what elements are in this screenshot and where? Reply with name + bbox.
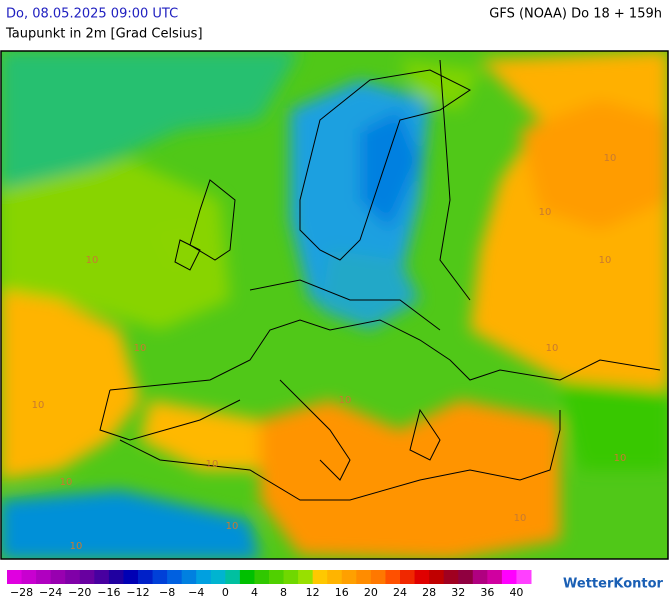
legend-tick-label: 12 xyxy=(306,586,320,599)
legend-swatch xyxy=(21,570,37,584)
contour-label: 10 xyxy=(86,255,99,266)
legend-swatch xyxy=(312,570,328,584)
coastlines xyxy=(99,59,661,501)
legend-swatch xyxy=(239,570,255,584)
contour-labels: 10 10 10 10 10 10 10 10 10 10 10 10 10 10 xyxy=(32,153,627,552)
legend-swatch xyxy=(501,570,517,584)
legend-tick-label: 20 xyxy=(364,586,378,599)
legend-swatch xyxy=(429,570,445,584)
legend-swatch xyxy=(516,570,532,584)
contour-label: 10 xyxy=(604,153,617,164)
legend-swatch xyxy=(385,570,401,584)
contour-label: 10 xyxy=(70,541,83,552)
legend-tick-label: 40 xyxy=(509,586,523,599)
legend-swatch xyxy=(7,570,23,584)
legend-swatch xyxy=(65,570,81,584)
legend-swatch xyxy=(108,570,124,584)
contour-label: 10 xyxy=(60,477,73,488)
legend-swatch xyxy=(472,570,488,584)
contour-label: 10 xyxy=(539,207,552,218)
legend-swatch xyxy=(36,570,52,584)
legend-tick-label: −20 xyxy=(68,586,91,599)
logo: WetterKontor xyxy=(563,577,664,592)
legend-tick-label: −12 xyxy=(126,586,149,599)
legend-swatch xyxy=(181,570,197,584)
legend-tick-label: −16 xyxy=(97,586,120,599)
legend-swatch xyxy=(269,570,285,584)
legend-swatch xyxy=(370,570,386,584)
legend-swatch xyxy=(414,570,430,584)
legend-tick-label: −8 xyxy=(159,586,175,599)
contour-label: 10 xyxy=(599,255,612,266)
legend-swatch xyxy=(50,570,66,584)
variable-title: Taupunkt in 2m [Grad Celsius] xyxy=(5,27,203,42)
legend-tick-label: 24 xyxy=(393,586,407,599)
legend-swatch xyxy=(123,570,139,584)
legend-swatch xyxy=(196,570,212,584)
contour-label: 10 xyxy=(339,395,352,406)
legend-swatch xyxy=(400,570,416,584)
legend-swatch xyxy=(341,570,357,584)
legend-swatch xyxy=(167,570,183,584)
map-field: 10 10 10 10 10 10 10 10 10 10 10 10 10 10 xyxy=(1,51,668,559)
legend-swatch xyxy=(225,570,241,584)
contour-label: 10 xyxy=(514,513,527,524)
contour-label: 10 xyxy=(226,521,239,532)
map-frame xyxy=(0,50,669,560)
legend-swatch xyxy=(443,570,459,584)
legend-swatch xyxy=(138,570,154,584)
legend-swatch xyxy=(94,570,110,584)
legend-swatch xyxy=(79,570,95,584)
legend-swatch xyxy=(254,570,270,584)
legend-swatch xyxy=(458,570,474,584)
legend-tick-label: 16 xyxy=(335,586,349,599)
legend-tick-label: −4 xyxy=(188,586,204,599)
legend-swatch xyxy=(283,570,299,584)
legend-tick-label: 0 xyxy=(222,586,229,599)
legend-swatch xyxy=(356,570,372,584)
color-legend: −28 −24 −20 −16 −12 −8 −4 0 4 8 12 16 20 24 28 32 36 40 xyxy=(7,570,532,599)
legend-tick-label: 36 xyxy=(480,586,494,599)
legend-swatch xyxy=(152,570,168,584)
legend-tick-label: −24 xyxy=(39,586,62,599)
contour-label: 10 xyxy=(206,459,219,470)
legend-swatch xyxy=(210,570,226,584)
date-title: Do, 08.05.2025 09:00 UTC xyxy=(6,7,178,22)
model-title: GFS (NOAA) Do 18 + 159h xyxy=(489,7,662,22)
legend-swatch xyxy=(298,570,314,584)
legend-swatch xyxy=(487,570,503,584)
contour-label: 10 xyxy=(32,400,45,411)
legend-tick-label: −28 xyxy=(10,586,33,599)
contour-label: 10 xyxy=(546,343,559,354)
legend-tick-label: 32 xyxy=(451,586,465,599)
legend-tick-label: 28 xyxy=(422,586,436,599)
contour-label: 10 xyxy=(614,453,627,464)
legend-tick-label: 8 xyxy=(280,586,287,599)
legend-swatch xyxy=(327,570,343,584)
legend-tick-label: 4 xyxy=(251,586,258,599)
contour-label: 10 xyxy=(134,343,147,354)
